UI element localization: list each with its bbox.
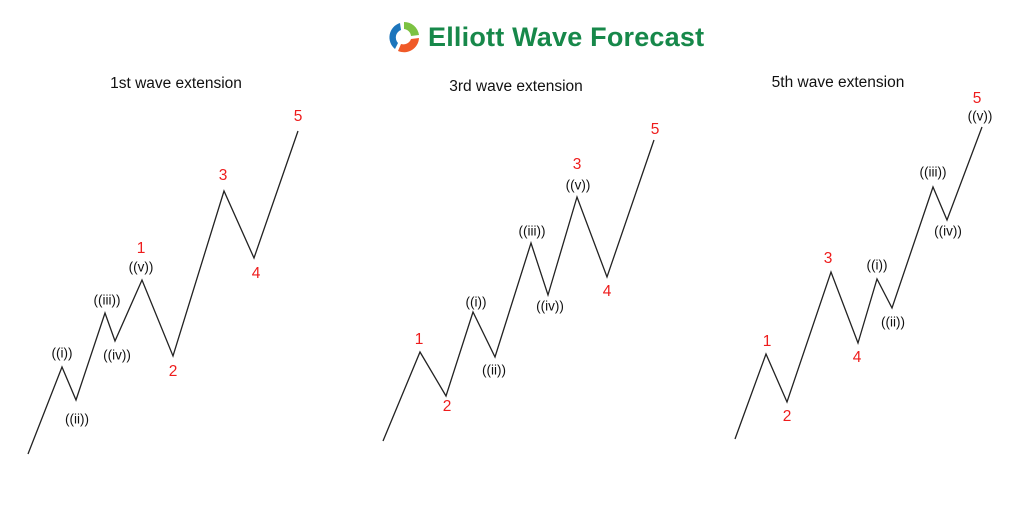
- wave-label-siii: ((iii)): [94, 293, 121, 308]
- wave-label-siv: ((iv)): [536, 299, 564, 314]
- wave-label-sv: ((v)): [968, 109, 993, 124]
- wave-label-w2: 2: [443, 398, 452, 415]
- wave-label-w5: 5: [294, 108, 303, 125]
- wave-label-w3: 3: [824, 250, 833, 267]
- wave-path-1: [27, 130, 299, 455]
- panel-title-3rd: 3rd wave extension: [449, 78, 583, 95]
- logo: Elliott Wave Forecast: [386, 17, 704, 57]
- wave-label-w4: 4: [603, 283, 612, 300]
- wave-label-w2: 2: [169, 363, 178, 380]
- wave-path-3: [734, 126, 983, 440]
- swirl-logo-icon: [389, 21, 419, 53]
- wave-label-w2: 2: [783, 408, 792, 425]
- wave-label-sii: ((ii)): [881, 315, 905, 330]
- wave-label-w1: 1: [137, 240, 146, 257]
- wave-label-sv: ((v)): [129, 260, 154, 275]
- wave-label-w1: 1: [415, 331, 424, 348]
- wave-label-w3: 3: [219, 167, 228, 184]
- wave-label-w4: 4: [252, 265, 261, 282]
- wave-path-2: [382, 139, 655, 442]
- wave-label-w1: 1: [763, 333, 772, 350]
- wave-label-siv: ((iv)): [934, 224, 962, 239]
- wave-label-w4: 4: [853, 349, 862, 366]
- wave-label-sii: ((ii)): [65, 412, 89, 427]
- wave-label-w3: 3: [573, 156, 582, 173]
- wave-label-siii: ((iii)): [519, 224, 546, 239]
- wave-label-si: ((i)): [466, 295, 487, 310]
- panel-title-5th: 5th wave extension: [771, 74, 905, 91]
- wave-label-w5: 5: [651, 121, 660, 138]
- wave-label-siii: ((iii)): [920, 165, 947, 180]
- logo-text: Elliott Wave Forecast: [428, 21, 705, 52]
- wave-label-sv: ((v)): [566, 178, 591, 193]
- wave-label-si: ((i)): [52, 346, 73, 361]
- wave-label-si: ((i)): [867, 258, 888, 273]
- wave-label-w5: 5: [973, 90, 982, 107]
- panel-title-1st: 1st wave extension: [110, 75, 242, 92]
- wave-label-sii: ((ii)): [482, 363, 506, 378]
- wave-label-siv: ((iv)): [103, 348, 131, 363]
